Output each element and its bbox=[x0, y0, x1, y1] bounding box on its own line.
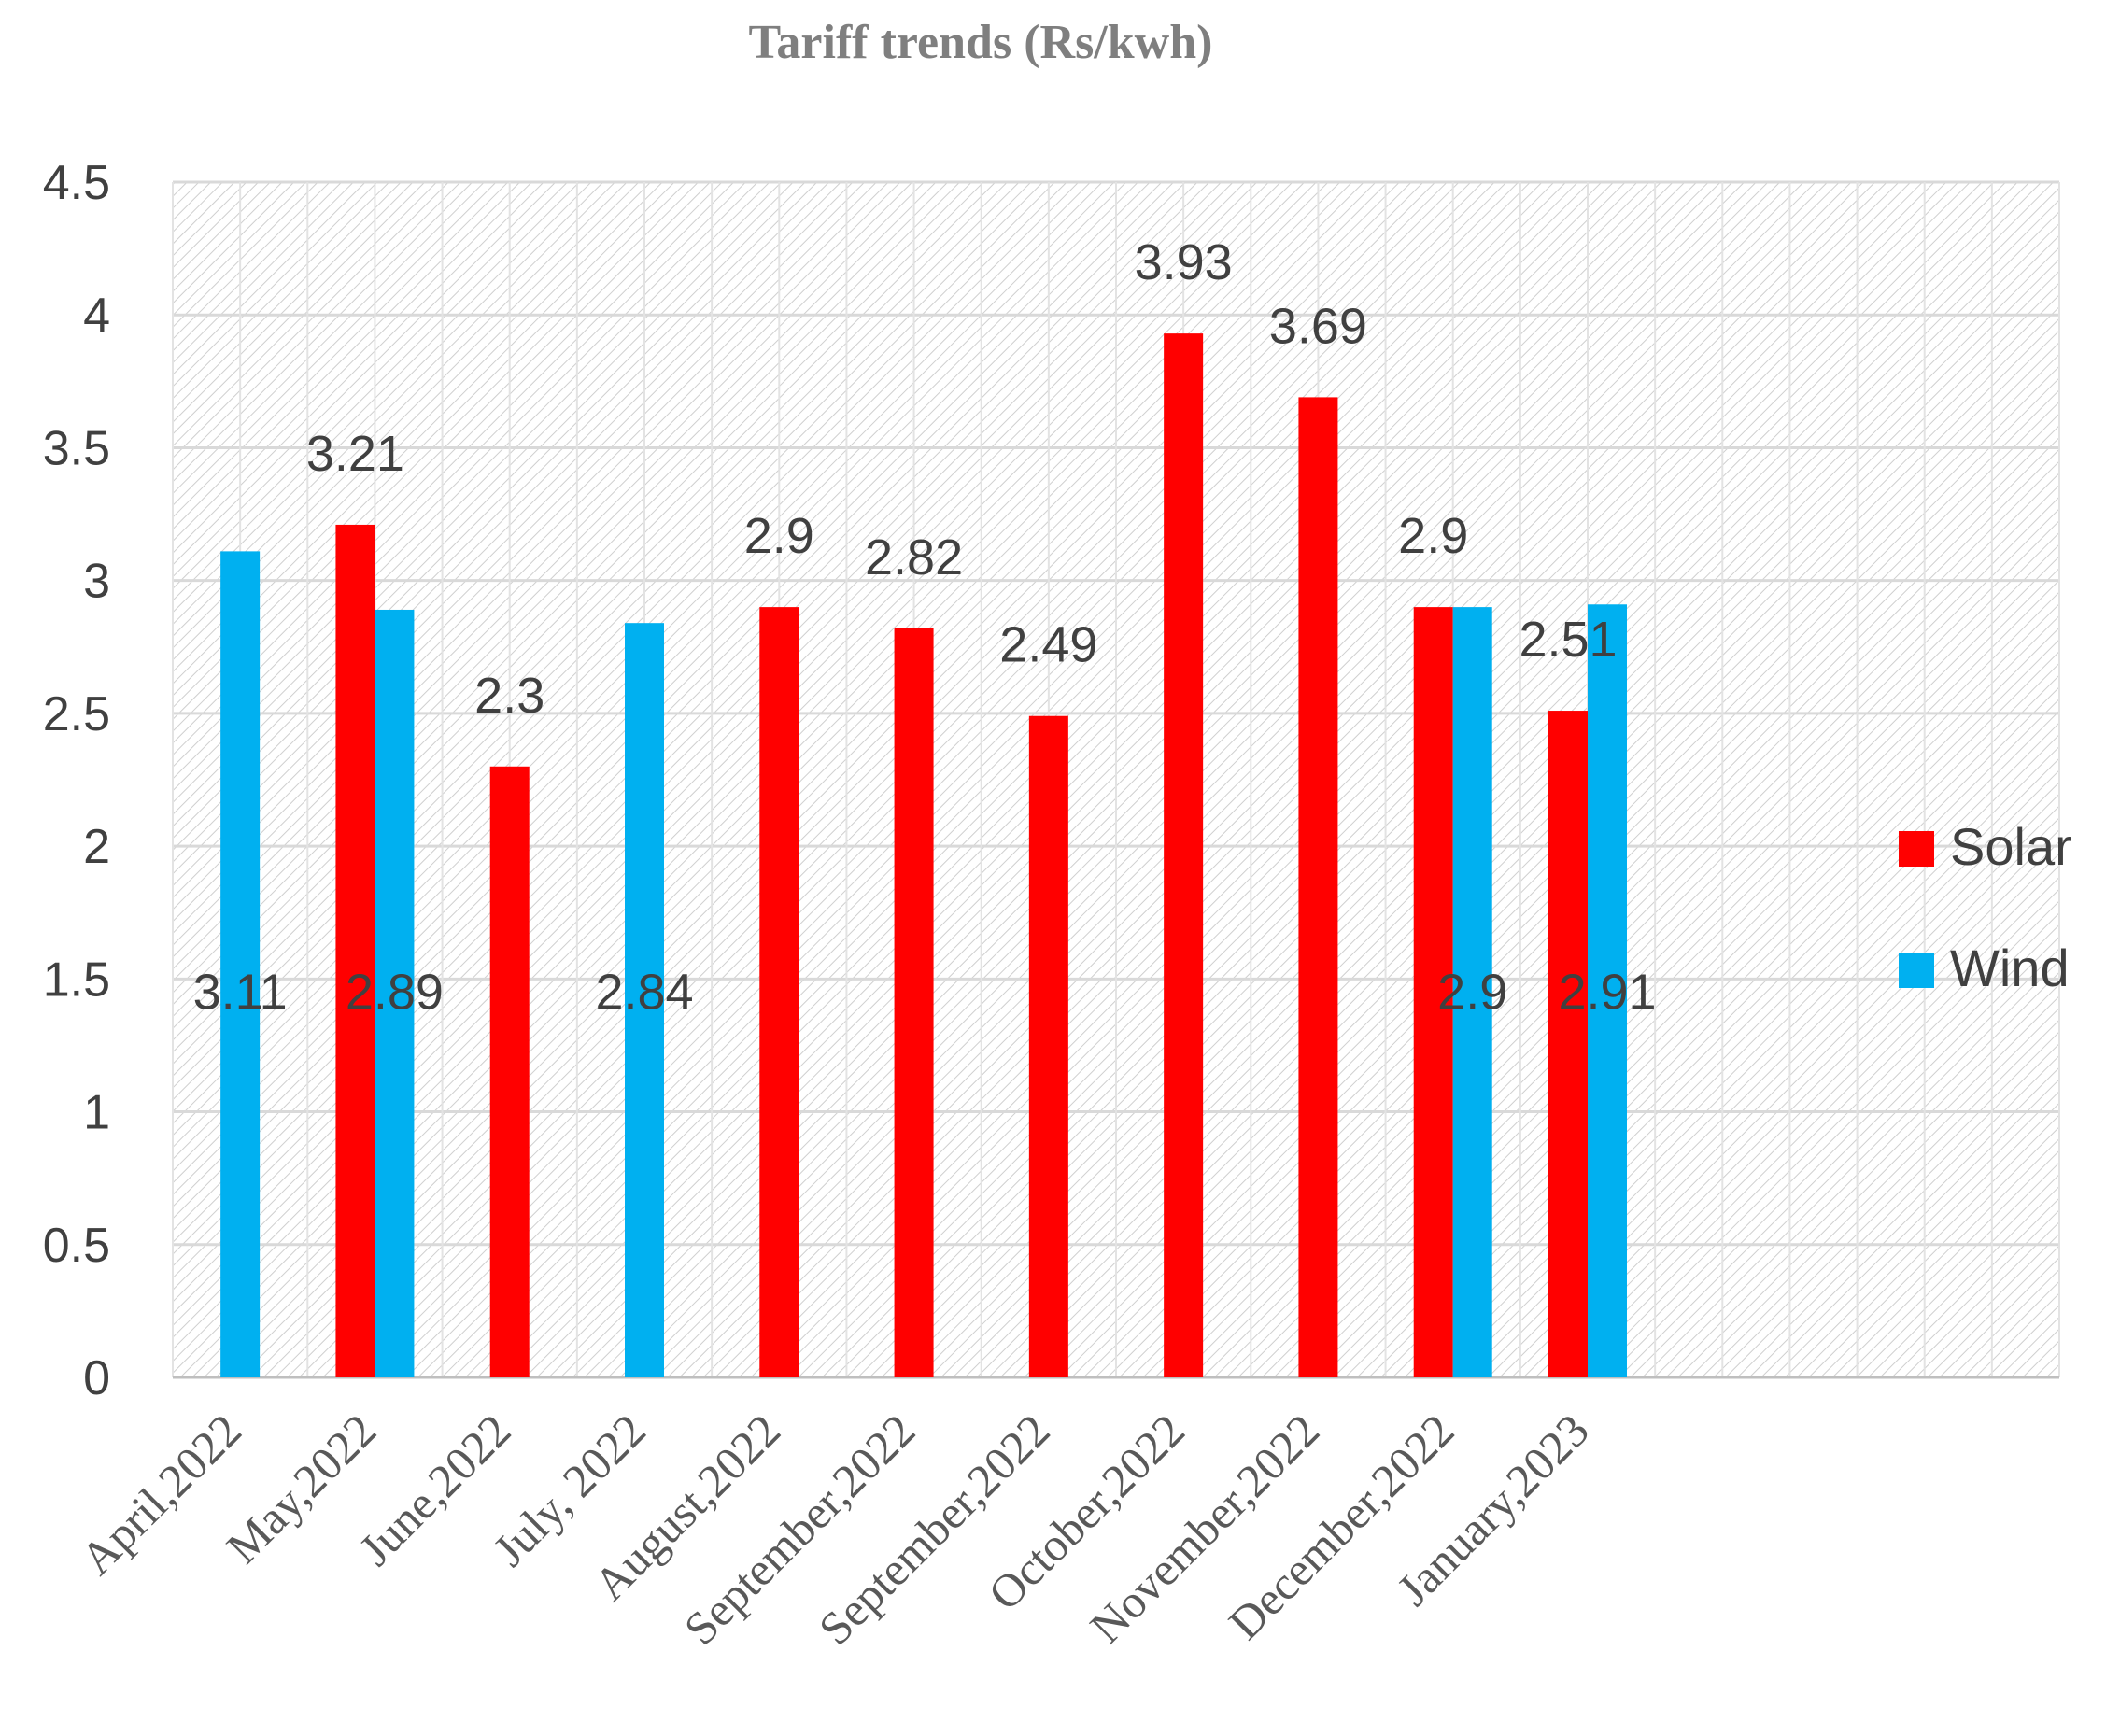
wind-bar bbox=[1452, 607, 1492, 1377]
solar-data-label: 3.69 bbox=[1269, 298, 1367, 354]
solar-data-label: 2.51 bbox=[1519, 612, 1617, 668]
x-category-label: September,2022 bbox=[809, 1404, 1060, 1655]
solar-bar bbox=[489, 766, 530, 1377]
solar-bar bbox=[759, 607, 799, 1377]
y-axis-ticks: 0 0.5 1 1.5 2 2.5 3 3.5 4 4.5 bbox=[43, 156, 110, 1405]
solar-data-label: 2.9 bbox=[1398, 508, 1468, 564]
solar-bar bbox=[335, 524, 375, 1377]
y-tick-label: 2.5 bbox=[43, 687, 110, 741]
solar-data-label: 3.93 bbox=[1135, 234, 1233, 290]
solar-data-label: 3.21 bbox=[306, 426, 404, 482]
data-labels: 3.11 3.21 2.89 2.3 2.84 2.9 2.82 2.49 3.93 3.69 2.… bbox=[193, 234, 1657, 1020]
chart-title: Tariff trends (Rs/kwh) bbox=[749, 16, 1213, 69]
wind-data-label: 2.91 bbox=[1558, 965, 1656, 1021]
y-tick-label: 2 bbox=[83, 820, 110, 874]
x-category-label: November,2022 bbox=[1080, 1404, 1329, 1653]
wind-bar bbox=[625, 623, 664, 1377]
solar-bar bbox=[1028, 715, 1068, 1377]
wind-bar bbox=[375, 609, 415, 1377]
wind-data-label: 2.9 bbox=[1437, 965, 1507, 1021]
y-tick-label: 0 bbox=[83, 1351, 110, 1405]
wind-bar bbox=[220, 551, 261, 1377]
y-tick-label: 3 bbox=[83, 555, 110, 609]
solar-bar bbox=[1548, 711, 1588, 1377]
solar-bar bbox=[1298, 397, 1338, 1377]
legend-label-wind: Wind bbox=[1950, 939, 2070, 997]
legend-swatch-solar bbox=[1899, 831, 1934, 867]
solar-bar bbox=[1164, 333, 1204, 1378]
x-category-label: April,2022 bbox=[70, 1404, 251, 1585]
y-tick-label: 3.5 bbox=[43, 421, 110, 475]
bars bbox=[220, 333, 1627, 1378]
y-tick-label: 0.5 bbox=[43, 1219, 110, 1273]
x-category-label: September,2022 bbox=[673, 1404, 925, 1655]
solar-data-label: 2.3 bbox=[474, 668, 544, 724]
legend-label-solar: Solar bbox=[1950, 817, 2072, 876]
y-tick-label: 1 bbox=[83, 1086, 110, 1140]
solar-bar bbox=[894, 628, 934, 1377]
solar-bar bbox=[1413, 607, 1453, 1377]
solar-data-label: 2.49 bbox=[999, 617, 1097, 673]
wind-data-label: 2.89 bbox=[346, 965, 444, 1021]
solar-data-label: 2.82 bbox=[865, 529, 963, 586]
solar-data-label: 2.9 bbox=[744, 508, 814, 564]
legend: Solar Wind bbox=[1899, 817, 2072, 997]
wind-bar bbox=[1588, 604, 1627, 1377]
y-tick-label: 4.5 bbox=[43, 156, 110, 210]
y-tick-label: 4 bbox=[83, 289, 110, 343]
wind-data-label: 3.11 bbox=[193, 965, 288, 1021]
y-tick-label: 1.5 bbox=[43, 953, 110, 1007]
legend-swatch-wind bbox=[1899, 953, 1934, 988]
wind-data-label: 2.84 bbox=[595, 965, 693, 1021]
